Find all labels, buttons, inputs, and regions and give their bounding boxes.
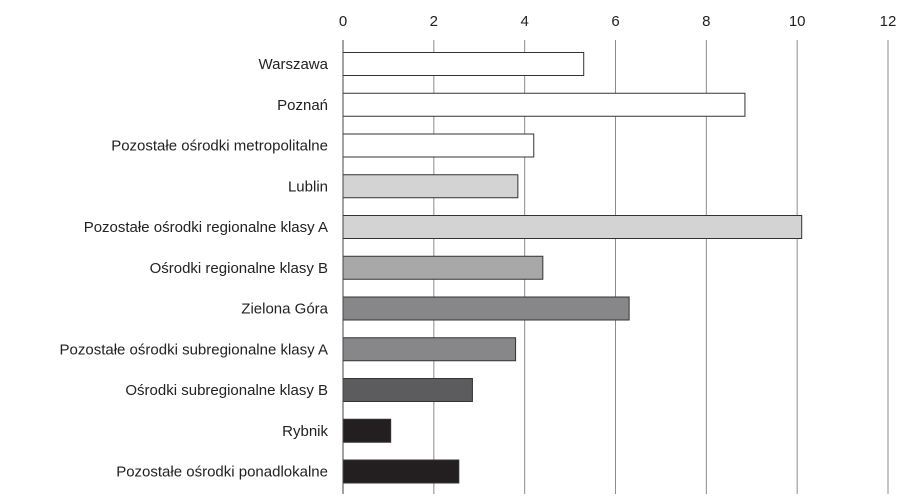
category-label: Pozostałe ośrodki regionalne klasy A (84, 219, 328, 236)
bar-8 (342, 337, 517, 362)
x-tick-label: 8 (702, 13, 710, 30)
x-tick-label: 12 (880, 13, 897, 30)
bar-4 (342, 174, 519, 199)
category-label: Lublin (288, 178, 328, 195)
category-label: Pozostałe ośrodki ponadlokalne (116, 464, 328, 481)
category-label: Pozostałe ośrodki subregionalne klasy A (60, 341, 329, 358)
x-axis-ticks: 0 2 4 6 8 10 12 (339, 13, 897, 30)
bars (342, 52, 803, 484)
category-label: Warszawa (259, 56, 329, 73)
x-tick-label: 0 (339, 13, 347, 30)
x-tick-label: 10 (789, 13, 806, 30)
category-label: Ośrodki regionalne klasy B (150, 260, 328, 277)
bar-3 (342, 133, 535, 158)
bar-5 (342, 215, 803, 239)
category-label: Zielona Góra (241, 301, 328, 318)
bar-1 (342, 52, 585, 76)
category-label: Poznań (277, 97, 328, 114)
category-label: Ośrodki subregionalne klasy B (125, 382, 328, 399)
category-label: Pozostałe ośrodki metropolitalne (111, 138, 328, 155)
x-tick-label: 6 (611, 13, 619, 30)
x-tick-label: 4 (520, 13, 528, 30)
x-tick-label: 2 (430, 13, 438, 30)
bar-10 (342, 418, 392, 443)
bar-9 (342, 378, 473, 402)
bar-7 (342, 296, 630, 321)
bar-6 (342, 255, 544, 280)
category-label: Rybnik (282, 423, 328, 440)
category-labels: Warszawa Poznań Pozostałe ośrodki metropol… (60, 56, 329, 481)
bar-11 (342, 459, 460, 484)
bar-2 (342, 92, 746, 117)
